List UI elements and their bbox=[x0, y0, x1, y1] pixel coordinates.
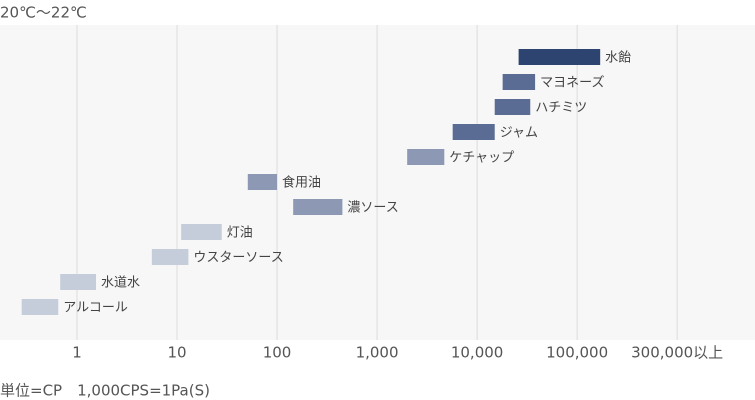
bar-label: ウスターソース bbox=[193, 251, 283, 266]
bar-label: マヨネーズ bbox=[540, 75, 604, 91]
bar bbox=[60, 274, 97, 290]
bar bbox=[181, 224, 222, 240]
x-tick-label: 100 bbox=[263, 344, 292, 362]
chart-title: 20℃〜22℃ bbox=[0, 4, 87, 22]
bar bbox=[407, 149, 445, 165]
bar bbox=[247, 174, 278, 190]
x-tick-label: 300,000以上 bbox=[631, 344, 723, 362]
x-tick-label: 10,000 bbox=[451, 344, 504, 362]
x-tick-label: 10 bbox=[167, 344, 186, 362]
bar-label: ハチミツ bbox=[535, 101, 587, 116]
bar bbox=[21, 299, 59, 315]
bar-label: ケチャップ bbox=[449, 151, 514, 166]
bar bbox=[151, 249, 189, 265]
bar bbox=[293, 199, 343, 215]
bar bbox=[452, 124, 495, 140]
bar-label: ジャム bbox=[500, 126, 538, 141]
bar-label: 灯油 bbox=[227, 226, 253, 241]
bar-label: アルコール bbox=[63, 301, 128, 316]
bar bbox=[502, 74, 536, 90]
bar-label: 濃ソース bbox=[347, 201, 398, 216]
x-tick-label: 1,000 bbox=[356, 344, 399, 362]
bar-label: 食用油 bbox=[282, 175, 321, 191]
bar-label: 水道水 bbox=[101, 276, 140, 291]
bar-label: 水飴 bbox=[605, 51, 631, 66]
bar bbox=[518, 49, 601, 65]
bar bbox=[494, 99, 531, 115]
x-tick-label: 1 bbox=[72, 344, 82, 362]
x-tick-label: 100,000 bbox=[546, 344, 608, 362]
footnote: 単位=CP 1,000CPS=1Pa(S) bbox=[0, 382, 210, 400]
